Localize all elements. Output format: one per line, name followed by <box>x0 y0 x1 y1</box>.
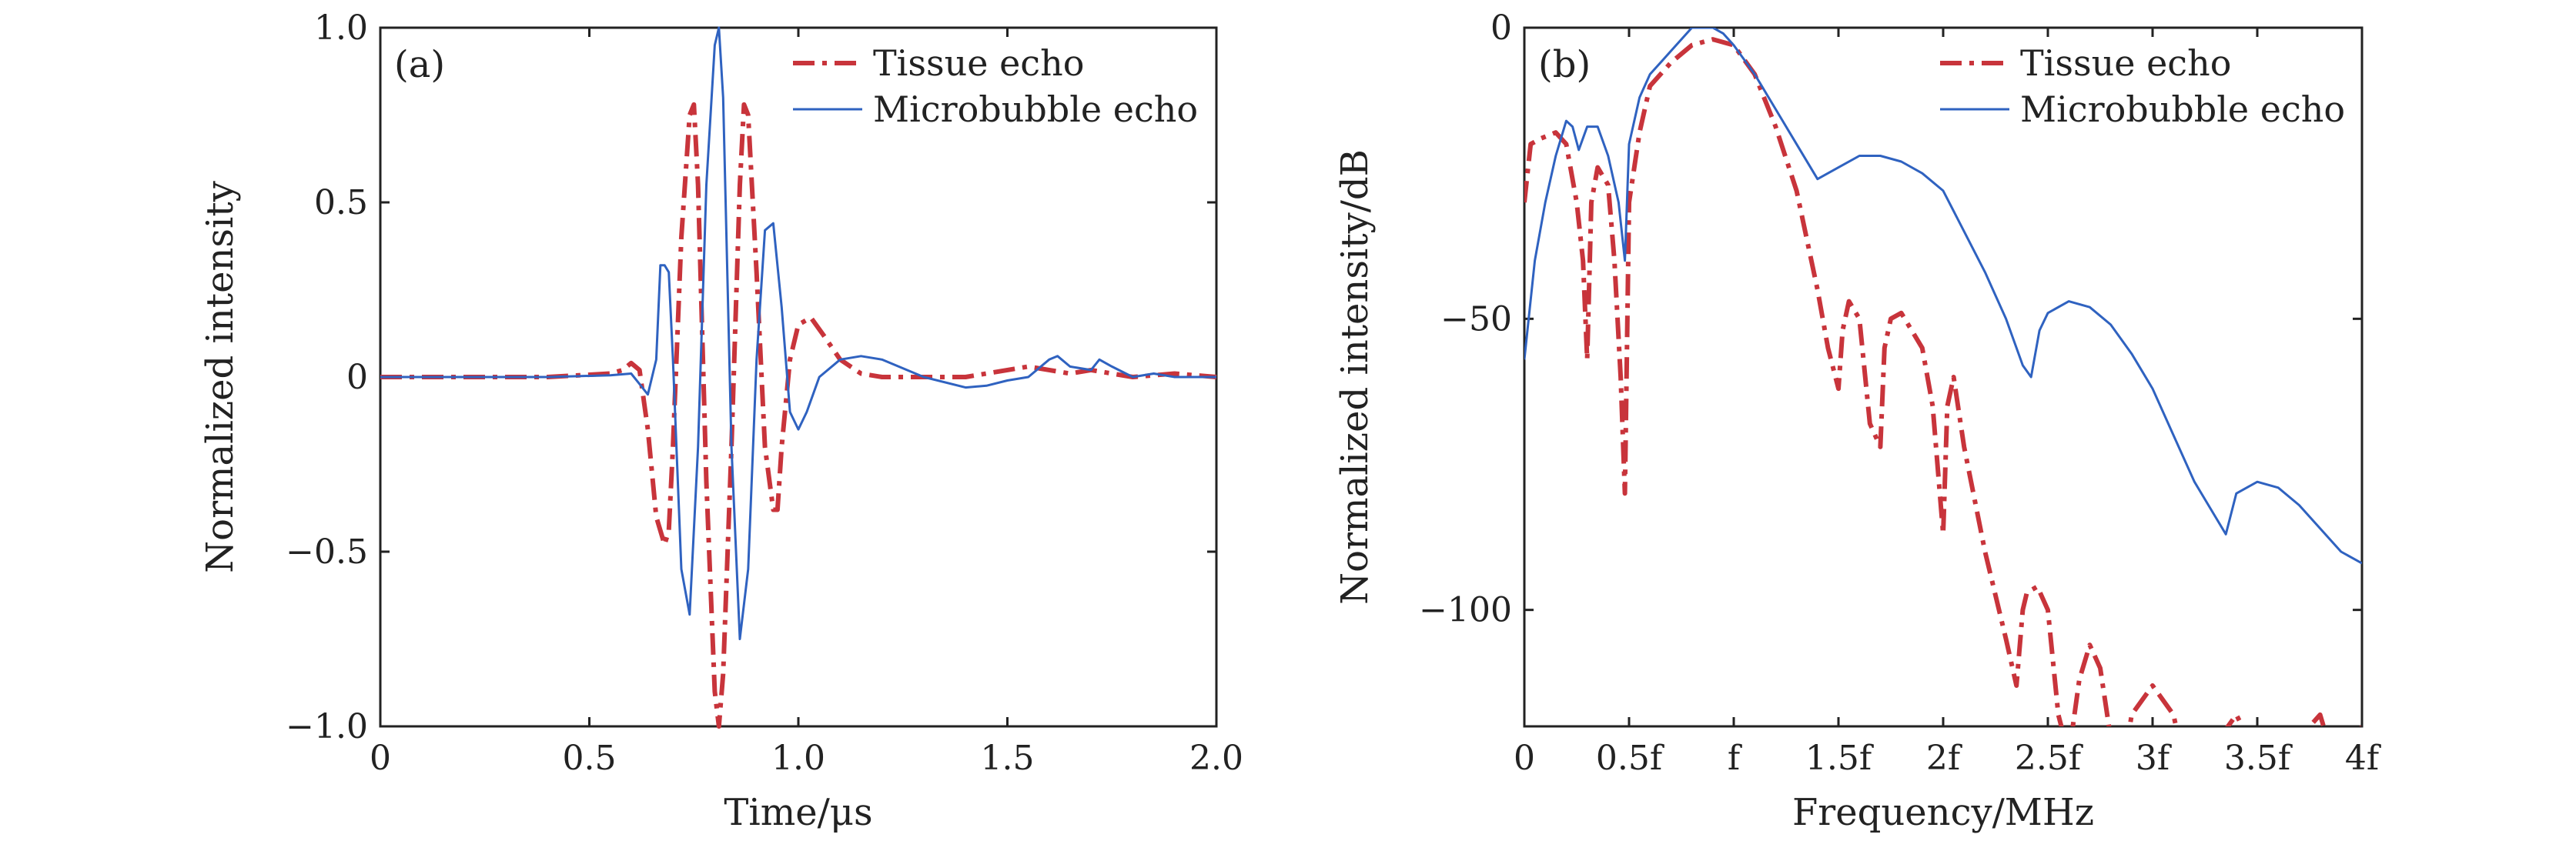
legend-label-tissue-b: Tissue echo <box>2020 42 2231 84</box>
panel-label-a: (a) <box>394 43 445 86</box>
y-tick-label-a: −0.5 <box>286 532 368 572</box>
panel-a-chart: 0 0.5 1.0 1.5 2.0 1.0 0.5 0 −0.5 −1.0 (a) Tissue … <box>199 8 1243 834</box>
tissue-echo-line-b <box>1524 37 2362 726</box>
x-tick-label-a: 0 <box>370 739 391 778</box>
x-tick-label-a: 1.5 <box>981 739 1035 778</box>
ticks-b: 0 0.5f f 1.5f 2f 2.5f 3f 3.5f 4f 0 −50 −100 <box>1419 8 2381 778</box>
series-b <box>1524 28 2362 726</box>
legend-a: Tissue echo Microbubble echo <box>793 42 1198 130</box>
x-tick-label-b: 2f <box>1926 739 1962 778</box>
x-tick-label-b: 1.5f <box>1805 739 1874 778</box>
y-axis-label-b: Normalized intensity/dB <box>1333 149 1377 605</box>
ticks-a: 0 0.5 1.0 1.5 2.0 1.0 0.5 0 −0.5 −1.0 <box>286 8 1243 778</box>
x-tick-label-b: 0.5f <box>1596 739 1664 778</box>
x-tick-label-b: f <box>1728 739 1742 778</box>
microbubble-echo-line-b <box>1524 28 2362 565</box>
y-axis-label-a: Normalized intensity <box>199 181 242 573</box>
y-tick-label-b: −100 <box>1419 591 1512 630</box>
legend-label-tissue-a: Tissue echo <box>873 42 1084 84</box>
y-tick-label-b: −50 <box>1440 299 1512 339</box>
x-tick-label-b: 3.5f <box>2224 739 2293 778</box>
y-tick-label-a: −1.0 <box>286 707 368 746</box>
plot-frame-b <box>1523 26 2364 728</box>
x-tick-label-b: 2.5f <box>2015 739 2083 778</box>
x-axis-label-b: Frequency/MHz <box>1792 791 2094 834</box>
x-tick-label-a: 2.0 <box>1189 739 1243 778</box>
y-tick-label-a: 0.5 <box>314 183 368 222</box>
y-tick-label-b: 0 <box>1490 8 1512 48</box>
x-tick-label-b: 4f <box>2345 739 2381 778</box>
x-tick-label-a: 1.0 <box>771 739 825 778</box>
tissue-echo-line-a <box>380 102 1217 729</box>
panel-label-b: (b) <box>1538 43 1591 86</box>
y-tick-label-a: 0 <box>346 358 368 397</box>
x-tick-label-b: 0 <box>1514 739 1535 778</box>
x-axis-label-a: Time/μs <box>724 791 872 834</box>
legend-b: Tissue echo Microbubble echo <box>1940 42 2345 130</box>
y-tick-label-a: 1.0 <box>314 8 368 48</box>
microbubble-echo-line-a <box>380 26 1216 640</box>
x-tick-label-b: 3f <box>2136 739 2172 778</box>
legend-label-microbubble-a: Microbubble echo <box>873 88 1198 130</box>
panel-b-chart: 0 0.5f f 1.5f 2f 2.5f 3f 3.5f 4f 0 −50 −100 (b) Tis… <box>1333 8 2381 834</box>
legend-label-microbubble-b: Microbubble echo <box>2020 88 2345 130</box>
series-a <box>380 26 1217 729</box>
x-tick-label-a: 0.5 <box>563 739 617 778</box>
